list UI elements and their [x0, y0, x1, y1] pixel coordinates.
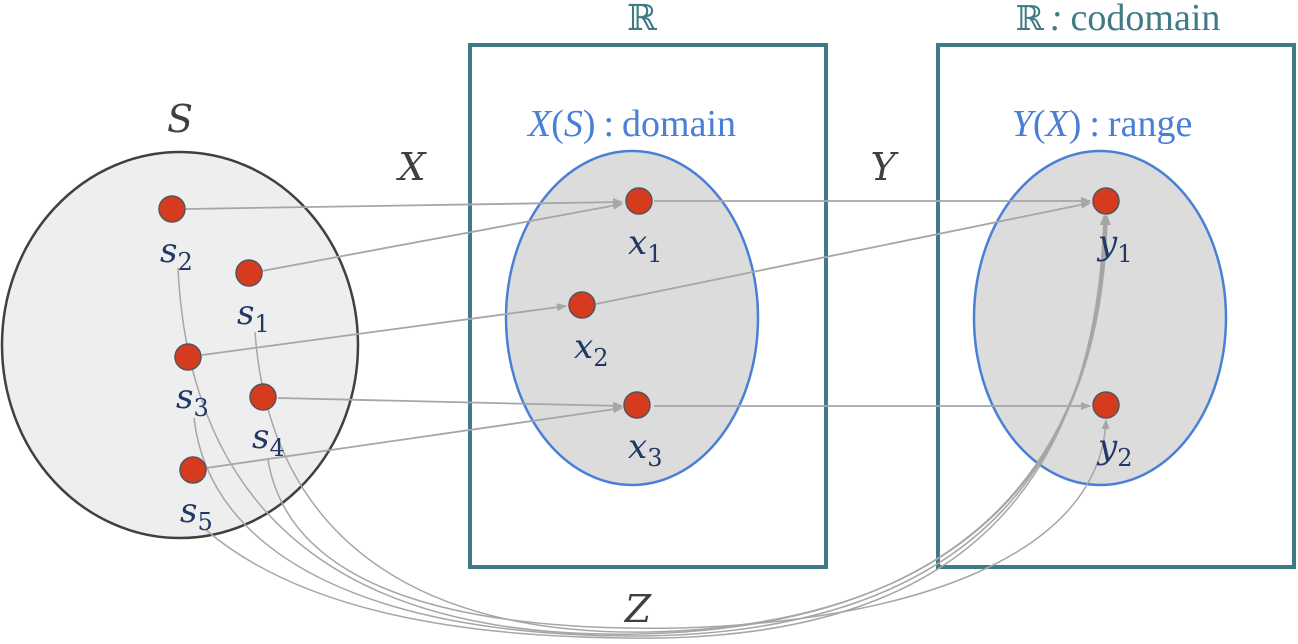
- s3-sub: 3: [193, 394, 208, 422]
- arrow-s4-x3: [277, 397, 623, 410]
- arrow-s2-x1: [185, 198, 623, 210]
- arrow-s1-x1: [261, 201, 623, 272]
- x1-base: x: [628, 223, 647, 263]
- label-s2: s2: [160, 231, 193, 276]
- codomain-text: codomain: [1071, 0, 1221, 39]
- s5-base: s: [180, 491, 197, 531]
- s2-base: s: [160, 231, 177, 271]
- x3-sub: 3: [647, 444, 662, 472]
- label-function-y: Y: [870, 145, 899, 189]
- s1-sub: 1: [254, 310, 269, 338]
- range-open-paren: (: [1033, 103, 1046, 145]
- label-s5: s5: [180, 491, 213, 536]
- label-x1: x1: [628, 223, 662, 268]
- y2-sub: 2: [1117, 444, 1132, 472]
- dot-s1: [235, 259, 263, 287]
- range-arg: X: [1043, 103, 1070, 145]
- curve-s3-y1: [193, 215, 1109, 637]
- domain-text: domain: [622, 103, 736, 145]
- s3-base: s: [176, 377, 193, 417]
- label-x3: x3: [628, 427, 662, 472]
- y1-sub: 1: [1117, 240, 1132, 268]
- dot-s2: [158, 195, 186, 223]
- arrow-s3-x2: [201, 303, 567, 356]
- arrows-z: [177, 215, 1111, 639]
- domain-close-paren: ): [583, 103, 596, 145]
- range-text: range: [1108, 103, 1192, 145]
- real-box-codomain: [936, 43, 1296, 569]
- curve-s5-y1: [205, 215, 1108, 639]
- label-s3: s3: [176, 377, 209, 422]
- codomain-separator: :: [1050, 0, 1063, 39]
- arrows-x: [185, 198, 623, 469]
- label-real-box-2: ℝ: codomain: [1016, 0, 1221, 39]
- element-dots: [158, 187, 1120, 484]
- x3-base: x: [628, 427, 647, 467]
- s1-base: s: [237, 293, 254, 333]
- sample-space-circle: [0, 150, 360, 540]
- dot-s3: [174, 343, 202, 371]
- arrow-x2-y1: [595, 200, 1091, 305]
- domain-func: X: [526, 103, 553, 145]
- label-real-box-1: ℝ: [627, 0, 658, 39]
- label-domain: X(S): domain: [526, 103, 736, 145]
- label-s4: s4: [252, 417, 285, 462]
- dot-s5: [179, 456, 207, 484]
- curve-s2-y1: [177, 215, 1110, 635]
- s4-sub: 4: [269, 434, 284, 462]
- real-box-domain: [468, 43, 828, 569]
- dot-s4: [249, 383, 277, 411]
- y1-base: y: [1096, 223, 1118, 263]
- label-y2: y2: [1096, 427, 1133, 472]
- range-ellipse: [972, 149, 1228, 487]
- domain-ellipse: [504, 149, 760, 487]
- s5-sub: 5: [197, 508, 212, 536]
- range-colon: :: [1089, 103, 1100, 145]
- y2-base: y: [1096, 427, 1118, 467]
- domain-arg: S: [564, 103, 583, 145]
- dot-y2: [1092, 391, 1120, 419]
- label-y1: y1: [1096, 223, 1133, 268]
- label-function-x: X: [395, 145, 427, 189]
- curve-s4-y2: [267, 419, 1110, 630]
- x2-sub: 2: [593, 344, 608, 372]
- label-s1: s1: [237, 293, 270, 338]
- range-func: Y: [1012, 103, 1037, 145]
- x1-sub: 1: [647, 240, 662, 268]
- domain-open-paren: (: [551, 103, 564, 145]
- s2-sub: 2: [177, 248, 192, 276]
- label-sample-space: S: [167, 97, 193, 141]
- label-range: Y(X): range: [1012, 103, 1193, 145]
- dot-y1: [1092, 187, 1120, 215]
- codomain-symbol: ℝ: [1016, 0, 1045, 39]
- dot-x1: [625, 187, 653, 215]
- domain-colon: :: [603, 103, 614, 145]
- range-close-paren: ): [1069, 103, 1082, 145]
- x2-base: x: [574, 327, 593, 367]
- dot-x3: [623, 391, 651, 419]
- arrow-s5-x3: [205, 405, 623, 469]
- dot-x2: [568, 291, 596, 319]
- s4-base: s: [252, 417, 269, 457]
- label-x2: x2: [574, 327, 608, 372]
- label-function-z: Z: [624, 587, 652, 631]
- arrows-y: [595, 197, 1091, 410]
